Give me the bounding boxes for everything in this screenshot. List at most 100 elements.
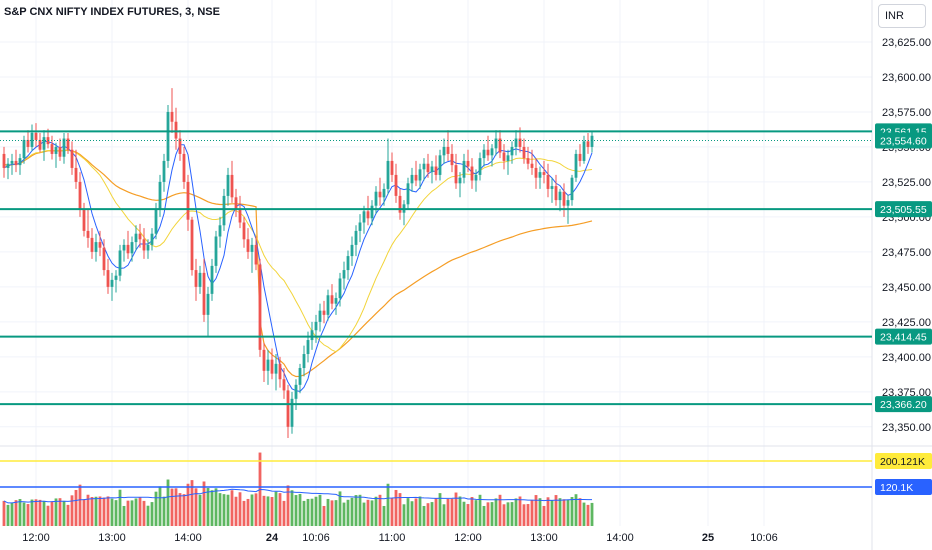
volume-bar — [378, 494, 382, 526]
volume-bar — [130, 500, 134, 526]
volume-bar — [142, 500, 146, 526]
volume-bar — [210, 490, 214, 526]
candle-body — [110, 279, 114, 287]
y-tick-label: 23,450.00 — [882, 282, 931, 294]
volume-bar — [474, 500, 478, 526]
volume-bar — [418, 496, 422, 526]
volume-bar — [38, 499, 42, 526]
volume-ref-tag — [875, 478, 932, 495]
volume-bar — [262, 495, 266, 526]
volume-bar — [314, 496, 318, 526]
candle-body — [406, 183, 410, 205]
candle-body — [114, 275, 118, 280]
candle-body — [98, 242, 102, 248]
candle-body — [122, 244, 126, 251]
candle-body — [302, 354, 306, 369]
volume-bar — [470, 497, 474, 526]
volume-bar — [542, 505, 546, 526]
volume-bar — [126, 500, 130, 526]
volume-bar — [458, 496, 462, 526]
x-tick-label: 14:00 — [606, 532, 634, 544]
volume-bar — [74, 489, 78, 526]
candle-body — [182, 153, 186, 182]
candle-body — [66, 138, 70, 150]
volume-bar — [34, 499, 38, 526]
volume-bar — [574, 494, 578, 526]
y-tick-label: 23,600.00 — [882, 72, 931, 84]
volume-bar — [138, 497, 142, 526]
volume-bar — [134, 498, 138, 526]
x-tick-label: 13:00 — [98, 532, 126, 544]
volume-bar — [486, 502, 490, 526]
volume-bar — [582, 502, 586, 526]
volume-bar — [278, 493, 282, 526]
volume-bar — [366, 499, 370, 526]
candle-body — [566, 200, 570, 206]
candle-body — [314, 321, 318, 331]
volume-bar — [506, 502, 510, 526]
volume-bar — [430, 502, 434, 526]
candle-body — [174, 121, 178, 139]
volume-bar — [526, 504, 530, 526]
candle-body — [210, 265, 214, 294]
candle-body — [546, 174, 550, 189]
candle-body — [362, 211, 366, 223]
volume-bar — [398, 493, 402, 526]
volume-bar — [242, 500, 246, 526]
volume-bar — [510, 502, 514, 526]
volume-bar — [146, 505, 150, 526]
volume-bar — [122, 505, 126, 526]
symbol-title[interactable]: S&P CNX NIFTY INDEX FUTURES, 3, NSE — [4, 6, 220, 18]
volume-bar — [562, 499, 566, 526]
volume-ref-tag — [875, 452, 932, 469]
volume-bar — [326, 498, 330, 526]
volume-bar — [86, 494, 90, 526]
volume-bar — [58, 498, 62, 526]
volume-bar — [466, 504, 470, 526]
volume-bar — [82, 499, 86, 526]
volume-ref-label: 120.1K — [880, 482, 913, 494]
volume-bar — [170, 488, 174, 526]
candle-body — [590, 135, 594, 147]
volume-bar — [198, 494, 202, 526]
candle-body — [582, 141, 586, 161]
candle-body — [394, 174, 398, 196]
candle-body — [26, 139, 30, 147]
currency-selector[interactable]: INR — [878, 4, 926, 28]
candle-body — [450, 153, 454, 166]
volume-bar — [346, 499, 350, 526]
volume-bar — [2, 500, 6, 526]
candle-body — [558, 191, 562, 201]
volume-bar — [214, 488, 218, 526]
y-tick-label: 23,525.00 — [882, 177, 931, 189]
candle-body — [234, 197, 238, 210]
candle-body — [542, 172, 546, 175]
volume-bar — [502, 504, 506, 526]
candle-body — [454, 165, 458, 184]
volume-bar — [330, 500, 334, 526]
candle-body — [462, 160, 466, 178]
volume-bar — [98, 496, 102, 526]
candle-body — [278, 363, 282, 380]
candle-body — [142, 239, 146, 251]
volume-bar — [434, 498, 438, 526]
volume-bar — [358, 494, 362, 526]
volume-bar — [274, 491, 278, 526]
candle-body — [570, 177, 574, 201]
volume-bar — [26, 504, 30, 526]
volume-bar — [350, 497, 354, 526]
candle-body — [562, 191, 566, 206]
ma-fast-line — [3, 140, 593, 392]
candle-body — [294, 384, 298, 399]
candle-body — [262, 349, 266, 371]
volume-bar — [514, 498, 518, 526]
volume-bar — [150, 502, 154, 526]
candle-body — [586, 141, 590, 147]
volume-bar — [494, 498, 498, 526]
volume-bar — [306, 498, 310, 526]
volume-bar — [158, 486, 162, 526]
volume-bar — [374, 496, 378, 526]
volume-bar — [226, 494, 230, 526]
